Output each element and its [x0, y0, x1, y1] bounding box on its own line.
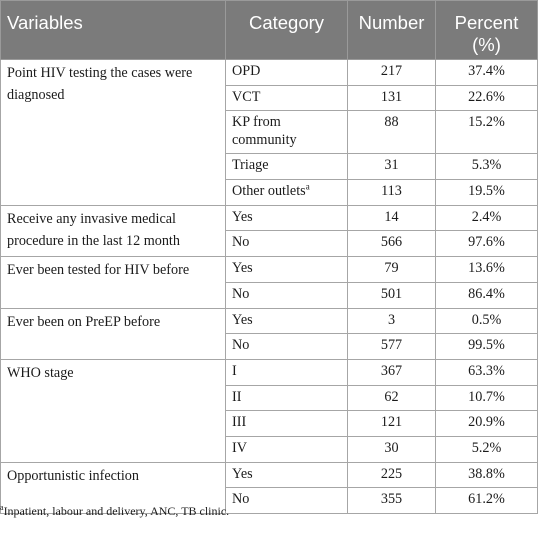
table-row: Other outletsa 113 19.5%	[1, 179, 538, 206]
category-cell: Other outletsa	[225, 179, 348, 206]
percent-cell: 5.2%	[435, 435, 538, 463]
footnote-marker: a	[0, 503, 4, 512]
number-cell: 113	[347, 179, 436, 206]
percent-cell: 63.3%	[435, 358, 538, 386]
number-cell: 79	[347, 256, 436, 283]
category-cell: Yes	[225, 256, 348, 283]
percent-cell: 37.4%	[435, 59, 538, 86]
table-row: VCT 131 22.6%	[1, 84, 538, 112]
category-cell: No	[225, 333, 348, 360]
table-row: Point HIV testing the cases were diagnos…	[0, 59, 538, 206]
variable-cell: Opportunistic infection	[0, 461, 226, 515]
number-cell: 121	[347, 410, 436, 437]
category-cell: I	[225, 358, 348, 386]
header-percent: Percent (%)	[435, 0, 538, 60]
number-cell: 131	[347, 84, 436, 112]
table-row: II 62 10.7%	[1, 384, 538, 412]
category-cell: III	[225, 410, 348, 437]
number-cell: 355	[347, 487, 436, 514]
variable-cell: Ever been tested for HIV before	[0, 256, 226, 309]
table-row: Receive any invasive medical procedure i…	[0, 204, 538, 258]
table-row: WHO stage I 367 63.3%	[0, 358, 538, 463]
category-cell: Yes	[225, 307, 348, 335]
table-row: III 121 20.9%	[1, 410, 538, 437]
table-row: No 355 61.2%	[1, 487, 538, 514]
category-cell: VCT	[225, 84, 348, 112]
percent-cell: 0.5%	[435, 307, 538, 335]
number-cell: 88	[347, 110, 436, 155]
percent-cell: 20.9%	[435, 410, 538, 437]
percent-cell: 2.4%	[435, 204, 538, 232]
percent-cell: 5.3%	[435, 153, 538, 181]
variable-cell: Receive any invasive medical procedure i…	[0, 204, 226, 258]
number-cell: 30	[347, 435, 436, 463]
number-cell: 225	[347, 461, 436, 489]
header-row: Variables Category Number Percent (%)	[0, 0, 538, 60]
table-row: No 566 97.6%	[1, 230, 538, 258]
percent-cell: 22.6%	[435, 84, 538, 112]
category-cell: No	[225, 487, 348, 514]
data-table: Variables Category Number Percent (%) Poi…	[0, 0, 538, 515]
percent-cell: 97.6%	[435, 230, 538, 258]
variable-cell: Point HIV testing the cases were diagnos…	[0, 59, 226, 206]
category-cell: No	[225, 281, 348, 309]
variable-cell: Ever been on PreEP before	[0, 307, 226, 360]
percent-cell: 10.7%	[435, 384, 538, 412]
table-row: No 501 86.4%	[1, 281, 538, 309]
category-cell: OPD	[225, 59, 348, 86]
category-cell: No	[225, 230, 348, 258]
number-cell: 14	[347, 204, 436, 232]
table-row: Ever been on PreEP before Yes 3 0.5%	[0, 307, 538, 360]
number-cell: 31	[347, 153, 436, 181]
footnote-text: Inpatient, labour and delivery, ANC, TB …	[3, 504, 230, 518]
category-cell: Yes	[225, 204, 348, 232]
number-cell: 217	[347, 59, 436, 86]
number-cell: 501	[347, 281, 436, 309]
number-cell: 577	[347, 333, 436, 360]
percent-cell: 13.6%	[435, 256, 538, 283]
percent-cell: 86.4%	[435, 281, 538, 309]
header-number: Number	[347, 0, 436, 60]
table-row: No 577 99.5%	[1, 333, 538, 360]
percent-cell: 99.5%	[435, 333, 538, 360]
number-cell: 3	[347, 307, 436, 335]
percent-cell: 19.5%	[435, 179, 538, 206]
category-cell: Yes	[225, 461, 348, 489]
percent-cell: 38.8%	[435, 461, 538, 489]
table-row: Opportunistic infection Yes 225 38.8%	[0, 461, 538, 515]
variable-cell: WHO stage	[0, 358, 226, 463]
footnote-marker: a	[305, 181, 310, 192]
category-cell: Triage	[225, 153, 348, 181]
category-cell: IV	[225, 435, 348, 463]
number-cell: 566	[347, 230, 436, 258]
number-cell: 62	[347, 384, 436, 412]
category-cell: II	[225, 384, 348, 412]
table-footnote: aInpatient, labour and delivery, ANC, TB…	[0, 504, 229, 519]
table-row: KP from community 88 15.2%	[1, 110, 538, 155]
table-row: Ever been tested for HIV before Yes 79 1…	[0, 256, 538, 309]
header-variables: Variables	[0, 0, 226, 60]
number-cell: 367	[347, 358, 436, 386]
category-cell: KP from community	[225, 110, 348, 155]
percent-cell: 61.2%	[435, 487, 538, 514]
percent-cell: 15.2%	[435, 110, 538, 155]
header-category: Category	[225, 0, 348, 60]
